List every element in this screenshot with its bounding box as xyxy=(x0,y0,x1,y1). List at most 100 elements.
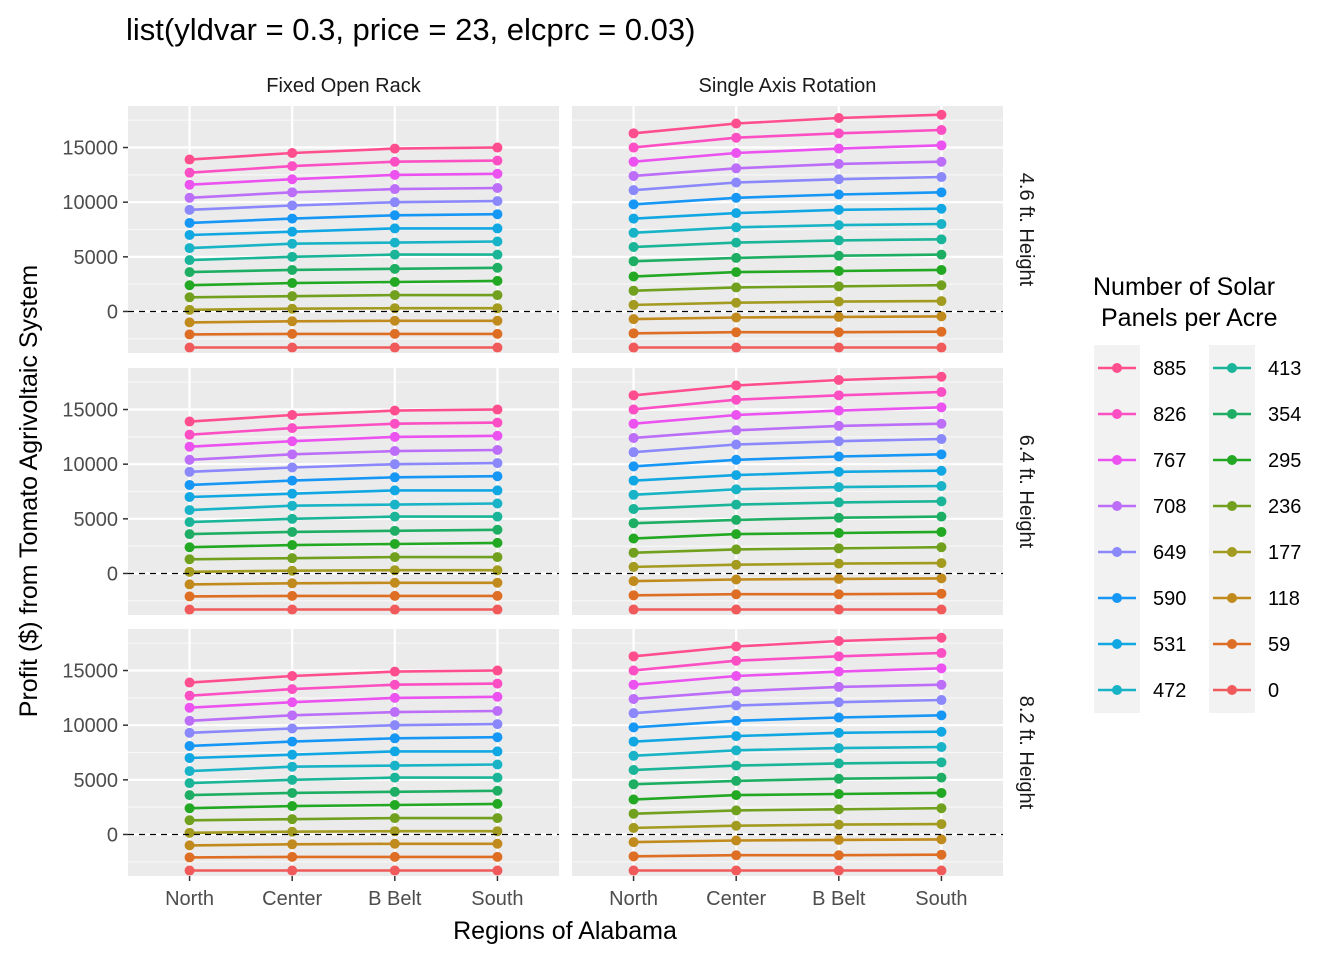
data-point xyxy=(492,785,503,796)
data-point xyxy=(287,839,298,850)
data-point xyxy=(287,475,298,486)
series-767 xyxy=(628,402,947,429)
series-177 xyxy=(628,296,947,310)
series-177 xyxy=(184,303,503,315)
series-line xyxy=(633,315,942,321)
data-point xyxy=(492,759,503,770)
data-point xyxy=(287,449,298,460)
series-line xyxy=(189,448,498,462)
y-tick-label: 15000 xyxy=(62,400,118,422)
data-point xyxy=(936,156,947,167)
legend-item-0: 0 xyxy=(1209,667,1279,713)
series-line xyxy=(189,816,498,822)
data-point xyxy=(184,517,195,528)
legend-item-531: 531 xyxy=(1094,621,1186,667)
series-line xyxy=(189,709,498,723)
legend-label: 236 xyxy=(1268,496,1301,518)
data-point xyxy=(184,217,195,228)
series-590 xyxy=(628,710,947,733)
series-line xyxy=(633,253,942,263)
data-point xyxy=(287,565,298,576)
legend-label: 0 xyxy=(1268,680,1279,702)
data-point xyxy=(287,526,298,537)
series-0 xyxy=(628,604,947,615)
legend-key-point xyxy=(1112,363,1122,373)
data-point xyxy=(833,558,844,569)
data-point xyxy=(492,303,503,314)
data-point xyxy=(936,342,947,353)
legend-key-point xyxy=(1227,363,1237,373)
series-236 xyxy=(628,542,947,558)
data-point xyxy=(184,154,195,165)
data-point xyxy=(184,229,195,240)
series-line xyxy=(633,330,942,335)
data-point xyxy=(492,223,503,234)
data-point xyxy=(389,156,400,167)
data-point xyxy=(389,865,400,876)
series-line xyxy=(189,332,498,336)
data-point xyxy=(389,538,400,549)
data-point xyxy=(936,772,947,783)
data-point xyxy=(731,409,742,420)
series-767 xyxy=(184,168,503,190)
data-point xyxy=(389,499,400,510)
legend-label: 649 xyxy=(1153,542,1186,564)
series-line xyxy=(633,375,942,397)
strip-label: Fixed Open Rack xyxy=(266,75,422,97)
data-point xyxy=(389,169,400,180)
data-point xyxy=(731,745,742,756)
series-59 xyxy=(628,849,947,862)
series-line xyxy=(189,279,498,287)
data-point xyxy=(936,632,947,643)
data-point xyxy=(833,743,844,754)
data-point xyxy=(731,147,742,158)
data-point xyxy=(492,142,503,153)
data-point xyxy=(833,113,844,124)
data-point xyxy=(389,590,400,601)
data-point xyxy=(287,826,298,837)
data-point xyxy=(287,328,298,339)
data-point xyxy=(389,472,400,483)
series-line xyxy=(189,159,498,174)
data-point xyxy=(389,263,400,274)
series-line xyxy=(633,592,942,597)
data-point xyxy=(731,342,742,353)
data-point xyxy=(492,565,503,576)
legend-label: 531 xyxy=(1153,634,1186,656)
data-point xyxy=(492,732,503,743)
data-point xyxy=(184,167,195,178)
series-line xyxy=(633,806,942,815)
legend-key-point xyxy=(1227,455,1237,465)
series-590 xyxy=(628,187,947,210)
data-point xyxy=(731,118,742,129)
data-point xyxy=(731,760,742,771)
data-point xyxy=(184,790,195,801)
series-line xyxy=(189,763,498,773)
data-point xyxy=(936,865,947,876)
data-point xyxy=(731,686,742,697)
series-line xyxy=(189,594,498,598)
data-point xyxy=(287,787,298,798)
data-point xyxy=(628,390,639,401)
series-885 xyxy=(628,632,947,662)
data-point xyxy=(389,733,400,744)
series-line xyxy=(633,530,942,540)
data-point xyxy=(492,537,503,548)
series-885 xyxy=(184,404,503,427)
data-point xyxy=(628,651,639,662)
series-590 xyxy=(184,209,503,228)
x-tick-label: B Belt xyxy=(368,888,422,910)
data-point xyxy=(184,591,195,602)
data-point xyxy=(936,140,947,151)
data-point xyxy=(492,552,503,563)
data-point xyxy=(936,648,947,659)
legend-key-point xyxy=(1227,685,1237,695)
data-point xyxy=(628,285,639,296)
data-point xyxy=(628,213,639,224)
data-point xyxy=(936,125,947,136)
series-118 xyxy=(184,838,503,851)
data-point xyxy=(833,789,844,800)
data-point xyxy=(389,552,400,563)
series-line xyxy=(189,474,498,487)
data-point xyxy=(936,604,947,615)
